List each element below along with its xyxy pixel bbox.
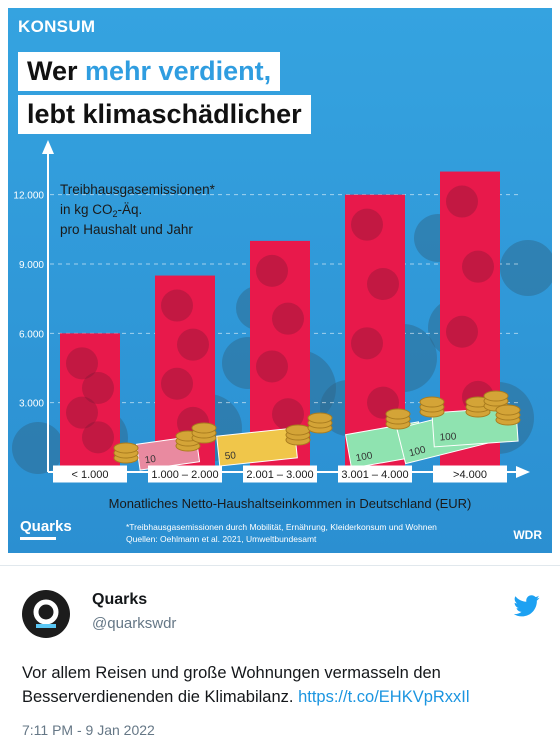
y-tick-labels: 3.000 6.000 9.000 12.000 — [13, 191, 44, 410]
title-part: Wer — [27, 56, 86, 86]
bar-smoke — [66, 396, 98, 429]
bar-smoke — [462, 250, 494, 283]
money-decoration: 10 50 100 100 100 — [113, 390, 521, 471]
tweet-body: Vor allem Reisen und große Wohnungen ver… — [22, 664, 441, 706]
x-axis-arrow — [516, 466, 530, 478]
bar-1 — [60, 333, 120, 472]
footnote-sources: Quellen: Oehlmann et al. 2021, Umweltbun… — [126, 534, 317, 544]
legend-line-2: in kg CO2-Äq. — [60, 202, 142, 219]
tweet-author[interactable]: Quarks — [92, 591, 148, 608]
bar-smoke — [66, 347, 98, 380]
y-axis-arrow — [42, 140, 54, 154]
coin — [285, 424, 311, 436]
bar-smoke — [256, 350, 288, 383]
quarks-q-icon — [33, 599, 59, 628]
x-category-label: 3.001 – 4.000 — [341, 469, 408, 481]
y-tick-label: 12.000 — [13, 191, 44, 202]
x-category-box — [148, 465, 222, 483]
bar-smoke — [82, 421, 114, 454]
tweet-handle[interactable]: @quarkswdr — [92, 615, 177, 632]
divider — [0, 565, 560, 566]
smoke-cloud — [12, 422, 64, 474]
quarks-logo-text: Quarks — [20, 518, 72, 535]
tweet-text: Vor allem Reisen und große Wohnungen ver… — [22, 661, 542, 709]
logo-underline — [20, 537, 56, 540]
y-tick-label: 6.000 — [19, 329, 44, 340]
coin — [419, 396, 445, 408]
bar-smoke — [161, 367, 193, 400]
banknote-value: 100 — [355, 450, 374, 464]
bar-smoke — [446, 185, 478, 218]
x-category-box — [53, 465, 127, 483]
legend-co2: in kg CO — [60, 202, 113, 217]
x-category-box — [243, 465, 317, 483]
bar-smoke — [82, 372, 114, 404]
coin — [483, 390, 509, 402]
coin — [307, 412, 333, 424]
banknote: 50 — [216, 427, 298, 467]
coin — [385, 408, 411, 420]
banknote-value: 10 — [144, 454, 157, 467]
kicker-label: KONSUM — [18, 17, 96, 36]
bar-smoke — [161, 289, 193, 322]
bar-smoke — [367, 268, 399, 300]
y-tick-label: 9.000 — [19, 260, 44, 271]
x-category-label: < 1.000 — [71, 469, 108, 481]
bar-chart: 10 50 100 100 100 3.000 6.000 9.000 12.000 < 1.… — [12, 140, 552, 511]
title-accent: mehr verdient, — [85, 56, 272, 86]
title-line-2: lebt klimaschädlicher — [18, 95, 311, 134]
x-category-box — [338, 465, 412, 483]
x-category-label: 2.001 – 3.000 — [246, 469, 313, 481]
banknote-value: 100 — [439, 431, 457, 443]
footnote: *Treibhausgasemissionen durch Mobilität,… — [126, 521, 437, 545]
x-category-label: 1.000 – 2.000 — [151, 469, 218, 481]
legend-unit: -Äq. — [118, 202, 143, 217]
coin — [191, 422, 217, 434]
footnote-definition: *Treibhausgasemissionen durch Mobilität,… — [126, 522, 437, 532]
bar-smoke — [177, 328, 209, 361]
x-category-labels: < 1.000 1.000 – 2.000 2.001 – 3.000 3.001 –… — [53, 465, 507, 483]
twitter-bird-icon[interactable] — [513, 595, 540, 622]
wdr-logo: WDR — [513, 528, 542, 542]
x-category-label: >4.000 — [453, 469, 487, 481]
bar-smoke — [256, 254, 288, 287]
infographic: KONSUM Wer mehr verdient, lebt klimaschä… — [8, 8, 552, 553]
legend-subscript: 2 — [113, 209, 118, 219]
bar-smoke — [351, 327, 383, 360]
tweet-link[interactable]: https://t.co/EHKVpRxxIl — [298, 688, 470, 706]
avatar[interactable] — [22, 590, 70, 638]
coin — [495, 404, 521, 416]
bar-smoke — [351, 208, 383, 241]
legend-line-3: pro Haushalt und Jahr — [60, 222, 193, 237]
legend-line-1: Treibhausgasemissionen* — [60, 182, 216, 197]
title-line-1: Wer mehr verdient, — [18, 52, 281, 91]
smoke-cloud — [500, 240, 552, 296]
tweet-timestamp[interactable]: 7:11 PM - 9 Jan 2022 — [22, 722, 155, 738]
bar-smoke — [272, 302, 304, 335]
y-tick-label: 3.000 — [19, 399, 44, 410]
bar-smoke — [446, 315, 478, 348]
quarks-logo: Quarks — [20, 518, 72, 540]
x-category-box — [433, 465, 507, 483]
bar-smoke — [272, 398, 304, 431]
banknote-value: 100 — [408, 444, 427, 459]
banknote-value: 50 — [224, 450, 237, 462]
x-axis-title: Monatliches Netto-Haushaltseinkommen in … — [109, 496, 472, 511]
coin — [113, 442, 139, 454]
